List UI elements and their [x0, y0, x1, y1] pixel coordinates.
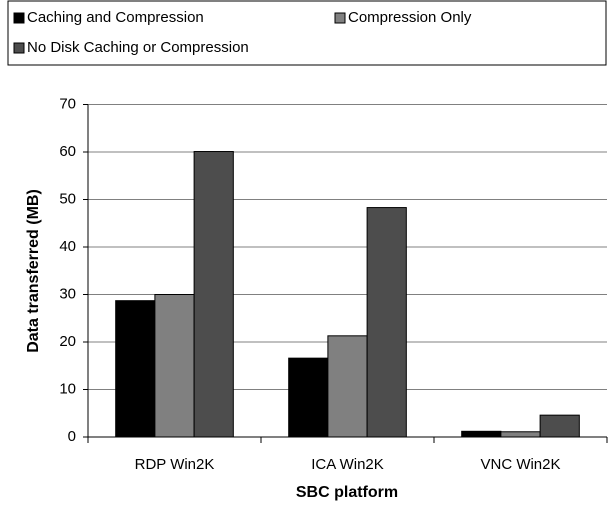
bar	[366, 207, 407, 438]
bar	[154, 294, 195, 438]
x-tick-label: RDP Win2K	[135, 456, 215, 473]
y-tick-label: 30	[59, 285, 76, 302]
y-tick-label: 70	[59, 95, 76, 112]
legend-swatch	[13, 12, 25, 24]
bar	[461, 430, 502, 438]
legend-label: No Disk Caching or Compression	[27, 39, 249, 56]
x-tick-label: ICA Win2K	[311, 456, 384, 473]
bar	[288, 357, 329, 438]
bar	[115, 300, 156, 438]
y-tick-label: 20	[59, 333, 76, 350]
legend-swatch	[334, 12, 346, 24]
x-axis-label: SBC platform	[296, 484, 398, 501]
y-tick-label: 40	[59, 238, 76, 255]
bar	[500, 431, 541, 438]
y-tick-label: 60	[59, 143, 76, 160]
bar	[193, 151, 234, 438]
y-tick-label: 50	[59, 190, 76, 207]
bar	[327, 335, 368, 438]
x-tick-label: VNC Win2K	[480, 456, 560, 473]
legend-swatch	[13, 42, 25, 54]
y-axis-label: Data transferred (MB)	[25, 189, 42, 353]
legend-label: Compression Only	[348, 9, 472, 26]
y-tick-label: 0	[68, 428, 76, 445]
legend-box	[7, 0, 607, 66]
legend-label: Caching and Compression	[27, 9, 204, 26]
y-tick-label: 10	[59, 380, 76, 397]
bar	[539, 414, 580, 438]
